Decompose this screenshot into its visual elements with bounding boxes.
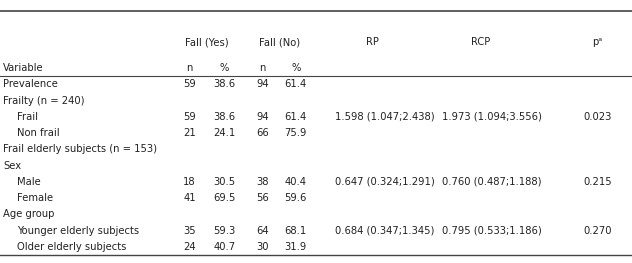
Text: RP: RP <box>367 37 379 47</box>
Text: 41: 41 <box>183 193 196 203</box>
Text: Variable: Variable <box>3 63 44 73</box>
Text: pᵃ: pᵃ <box>592 37 602 47</box>
Text: 75.9: 75.9 <box>284 128 307 138</box>
Text: 0.760 (0.487;1.188): 0.760 (0.487;1.188) <box>442 177 542 187</box>
Text: Fall (No): Fall (No) <box>258 37 300 47</box>
Text: 30.5: 30.5 <box>213 177 236 187</box>
Text: 21: 21 <box>183 128 196 138</box>
Text: 59.6: 59.6 <box>284 193 307 203</box>
Text: 24.1: 24.1 <box>213 128 236 138</box>
Text: %: % <box>291 63 300 73</box>
Text: 69.5: 69.5 <box>213 193 236 203</box>
Text: 31.9: 31.9 <box>284 242 307 252</box>
Text: 59: 59 <box>183 79 196 89</box>
Text: Sex: Sex <box>3 161 21 171</box>
Text: 0.215: 0.215 <box>583 177 612 187</box>
Text: Younger elderly subjects: Younger elderly subjects <box>17 226 139 236</box>
Text: 61.4: 61.4 <box>284 112 307 122</box>
Text: 64: 64 <box>256 226 269 236</box>
Text: 94: 94 <box>256 79 269 89</box>
Text: %: % <box>220 63 229 73</box>
Text: 0.270: 0.270 <box>583 226 612 236</box>
Text: 59.3: 59.3 <box>213 226 236 236</box>
Text: 59: 59 <box>183 112 196 122</box>
Text: Fall (Yes): Fall (Yes) <box>185 37 229 47</box>
Text: Prevalence: Prevalence <box>3 79 58 89</box>
Text: n: n <box>186 63 193 73</box>
Text: 0.684 (0.347;1.345): 0.684 (0.347;1.345) <box>335 226 434 236</box>
Text: Age group: Age group <box>3 209 54 219</box>
Text: 35: 35 <box>183 226 196 236</box>
Text: n: n <box>259 63 265 73</box>
Text: 61.4: 61.4 <box>284 79 307 89</box>
Text: 1.973 (1.094;3.556): 1.973 (1.094;3.556) <box>442 112 542 122</box>
Text: 94: 94 <box>256 112 269 122</box>
Text: 38.6: 38.6 <box>213 79 236 89</box>
Text: Frail elderly subjects (n = 153): Frail elderly subjects (n = 153) <box>3 144 157 154</box>
Text: RCP: RCP <box>471 37 490 47</box>
Text: 1.598 (1.047;2.438): 1.598 (1.047;2.438) <box>335 112 435 122</box>
Text: Frailty (n = 240): Frailty (n = 240) <box>3 96 85 106</box>
Text: 38.6: 38.6 <box>213 112 236 122</box>
Text: 0.023: 0.023 <box>583 112 611 122</box>
Text: Male: Male <box>17 177 41 187</box>
Text: 0.795 (0.533;1.186): 0.795 (0.533;1.186) <box>442 226 542 236</box>
Text: Older elderly subjects: Older elderly subjects <box>17 242 126 252</box>
Text: Female: Female <box>17 193 53 203</box>
Text: 66: 66 <box>256 128 269 138</box>
Text: 0.647 (0.324;1.291): 0.647 (0.324;1.291) <box>335 177 435 187</box>
Text: 18: 18 <box>183 177 196 187</box>
Text: 40.7: 40.7 <box>213 242 236 252</box>
Text: 24: 24 <box>183 242 196 252</box>
Text: 38: 38 <box>256 177 269 187</box>
Text: 68.1: 68.1 <box>284 226 307 236</box>
Text: Non frail: Non frail <box>17 128 59 138</box>
Text: 56: 56 <box>256 193 269 203</box>
Text: 30: 30 <box>256 242 269 252</box>
Text: 40.4: 40.4 <box>285 177 307 187</box>
Text: Frail: Frail <box>17 112 38 122</box>
